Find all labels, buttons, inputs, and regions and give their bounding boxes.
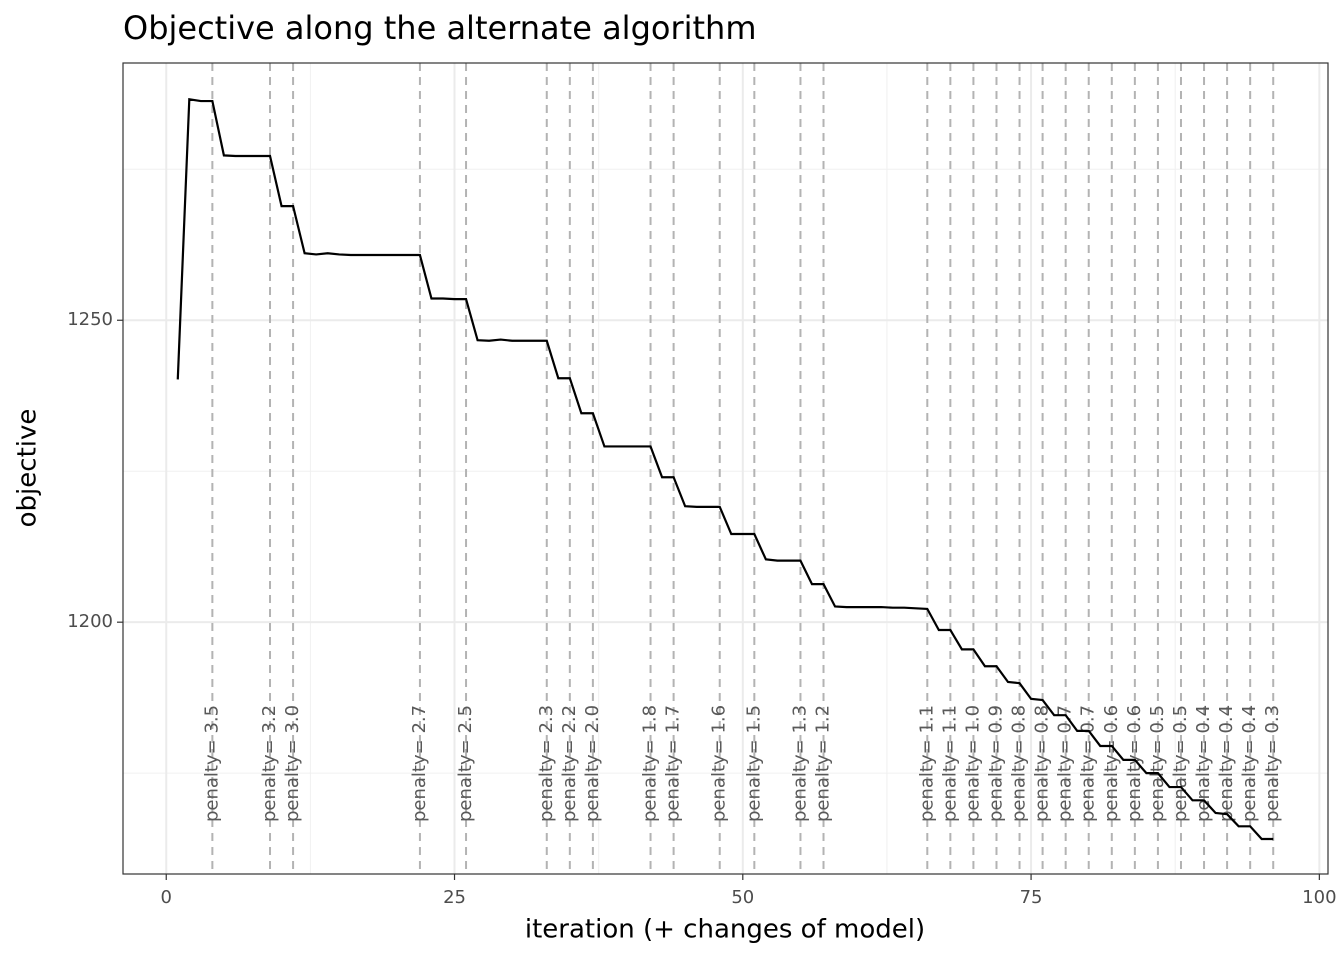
- penalty-label: penalty= 1.6: [709, 705, 730, 822]
- penalty-label: penalty= 2.5: [455, 705, 476, 822]
- penalty-label: penalty= 1.8: [640, 705, 661, 822]
- x-tick-label: 25: [443, 887, 466, 908]
- penalty-label: penalty= 1.5: [743, 705, 764, 822]
- penalty-label: penalty= 0.7: [1055, 705, 1076, 822]
- penalty-label: penalty= 0.5: [1147, 705, 1168, 822]
- penalty-label: penalty= 1.3: [789, 705, 810, 822]
- penalty-label: penalty= 0.4: [1216, 705, 1237, 822]
- penalty-label: penalty= 1.0: [962, 705, 983, 822]
- penalty-label: penalty= 3.2: [259, 705, 280, 822]
- x-tick-label: 75: [1020, 887, 1043, 908]
- penalty-label: penalty= 0.4: [1193, 705, 1214, 822]
- x-tick-label: 0: [161, 887, 172, 908]
- y-axis-label: objective: [13, 409, 43, 528]
- y-tick-label: 1250: [67, 309, 113, 330]
- penalty-label: penalty= 0.7: [1078, 705, 1099, 822]
- penalty-label: penalty= 2.0: [582, 705, 603, 822]
- penalty-label: penalty= 0.8: [1009, 705, 1030, 822]
- x-tick-label: 50: [731, 887, 754, 908]
- penalty-label: penalty= 1.2: [813, 705, 834, 822]
- penalty-label: penalty= 0.5: [1170, 705, 1191, 822]
- x-tick-label: 100: [1302, 887, 1336, 908]
- penalty-label: penalty= 1.7: [663, 705, 684, 822]
- penalty-label: penalty= 0.6: [1101, 705, 1122, 822]
- penalty-label: penalty= 2.7: [409, 705, 430, 822]
- penalty-label: penalty= 0.3: [1262, 705, 1283, 822]
- penalty-label: penalty= 2.2: [559, 705, 580, 822]
- y-tick-label: 1200: [67, 611, 113, 632]
- x-axis-label: iteration (+ changes of model): [525, 915, 925, 945]
- penalty-label: penalty= 0.8: [1032, 705, 1053, 822]
- penalty-label: penalty= 3.5: [201, 705, 222, 822]
- chart-title: Objective along the alternate algorithm: [123, 9, 757, 47]
- penalty-label: penalty= 1.1: [939, 705, 960, 822]
- penalty-label: penalty= 0.4: [1239, 705, 1260, 822]
- penalty-label: penalty= 3.0: [282, 705, 303, 822]
- penalty-label: penalty= 2.3: [536, 705, 557, 822]
- penalty-label: penalty= 0.9: [985, 705, 1006, 822]
- panel-border: [122, 62, 1329, 875]
- penalty-label: penalty= 0.6: [1124, 705, 1145, 822]
- line: [176, 97, 1274, 841]
- penalty-label: penalty= 1.1: [916, 705, 937, 822]
